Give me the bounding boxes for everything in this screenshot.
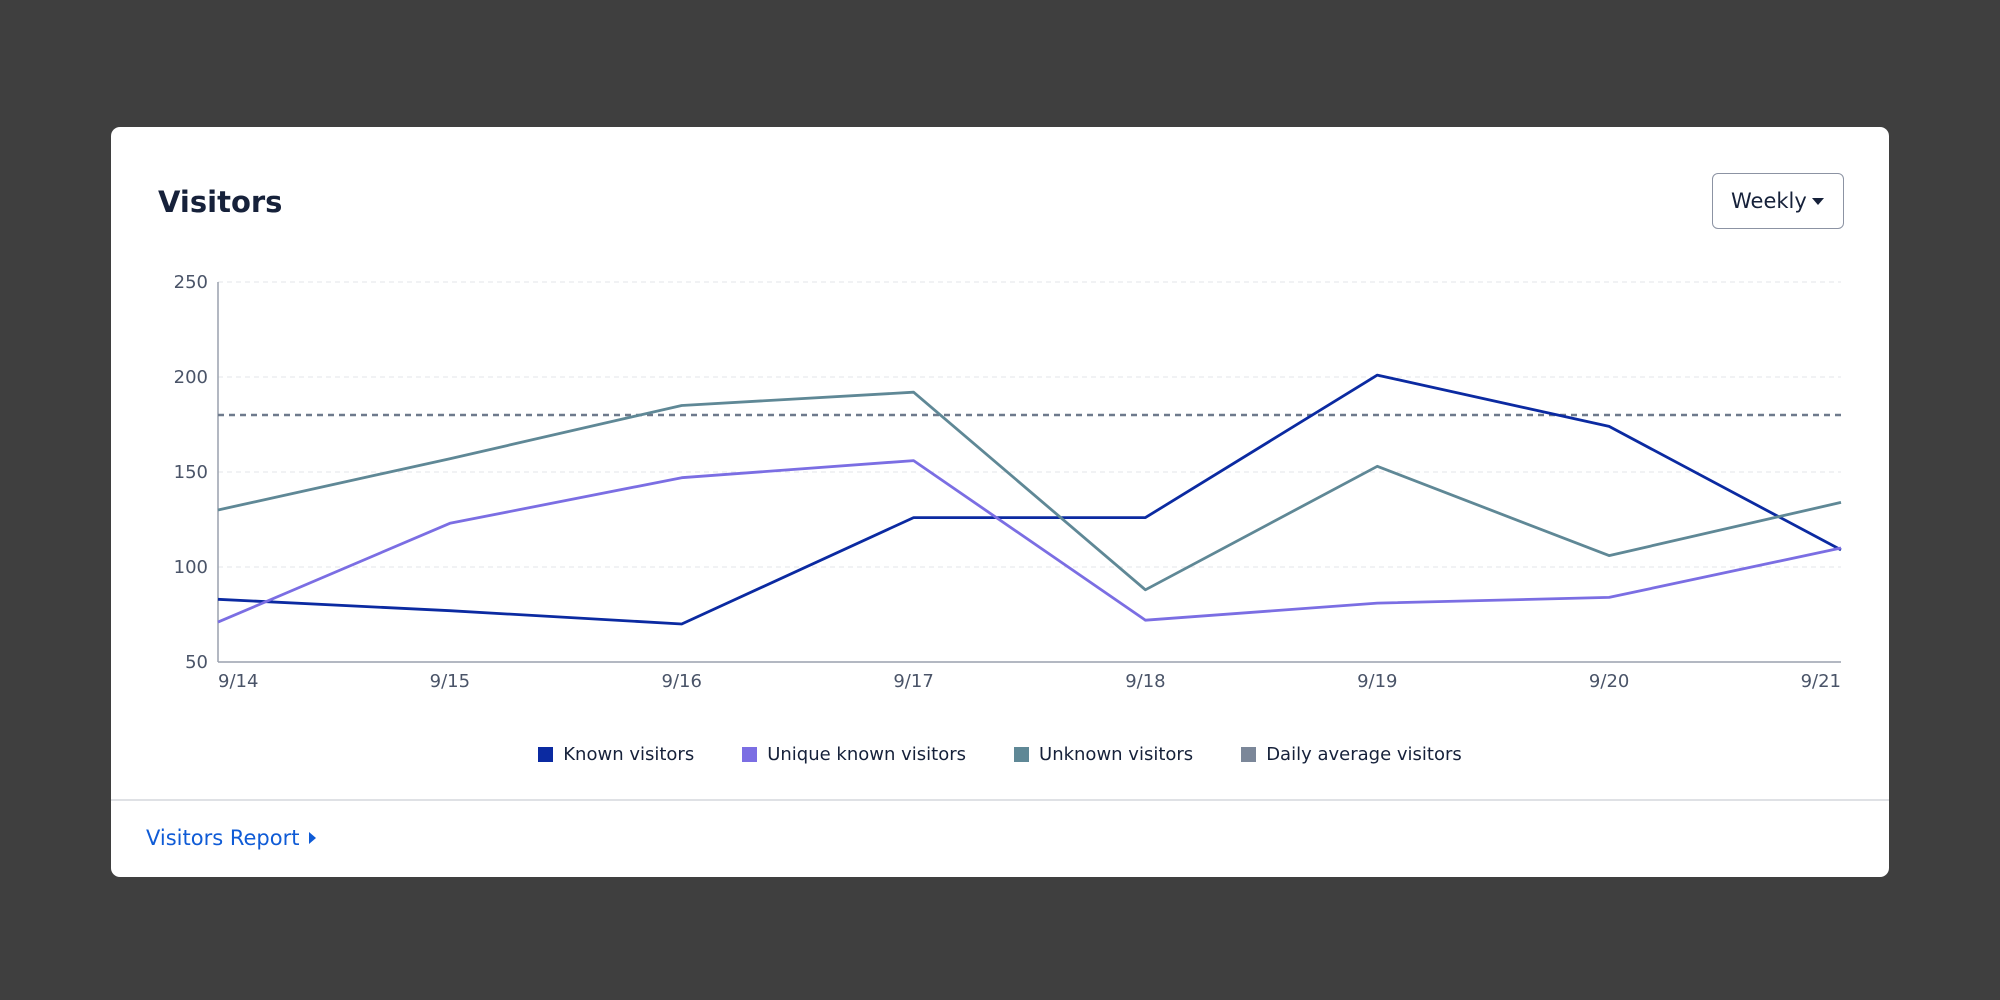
x-tick-label: 9/19 xyxy=(1357,671,1397,692)
legend-swatch-daily-average xyxy=(1241,746,1257,762)
x-tick-label: 9/14 xyxy=(218,671,258,692)
x-tick-label: 9/17 xyxy=(893,671,933,692)
series-line-unique-known xyxy=(217,459,1842,624)
visitors-line-chart: 50 100 150 200 250 9/14 9/15 9/16 9/17 9/18 9/19 9/… xyxy=(174,272,1842,692)
legend-label-daily-average: Daily average visitors xyxy=(1266,743,1462,765)
x-tick-label: 9/20 xyxy=(1589,671,1629,692)
x-tick-label: 9/15 xyxy=(430,671,470,692)
period-dropdown-value: Weekly xyxy=(1731,189,1807,213)
legend-swatch-unknown xyxy=(1014,746,1030,762)
footer-divider xyxy=(111,799,1889,801)
legend-swatch-unique-known xyxy=(742,746,758,762)
x-tick-label: 9/16 xyxy=(662,671,702,692)
card-title: Visitors xyxy=(158,185,283,219)
legend-item-daily-average: Daily average visitors xyxy=(1241,744,1462,765)
visitors-report-link[interactable]: Visitors Report xyxy=(146,826,317,850)
period-dropdown[interactable]: Weekly xyxy=(1712,173,1844,229)
visitors-card: Visitors Weekly 50 100 150 200 250 9/14 9/15 9/… xyxy=(111,127,1889,877)
caret-right-icon xyxy=(309,832,317,844)
visitors-report-label: Visitors Report xyxy=(146,826,300,850)
y-tick-label: 50 xyxy=(185,652,208,673)
legend-label-known: Known visitors xyxy=(563,743,695,765)
legend-label-unknown: Unknown visitors xyxy=(1039,743,1194,765)
x-tick-label: 9/18 xyxy=(1125,671,1165,692)
legend-item-unique-known: Unique known visitors xyxy=(742,744,966,765)
chart-legend: Known visitors Unique known visitors Unk… xyxy=(111,740,1889,768)
legend-item-known: Known visitors xyxy=(538,744,694,765)
y-tick-label: 250 xyxy=(174,272,208,293)
series-line-unknown xyxy=(217,390,1842,592)
x-tick-label: 9/21 xyxy=(1801,671,1841,692)
y-tick-label: 150 xyxy=(174,462,208,483)
series-line-known xyxy=(217,373,1842,626)
caret-down-icon xyxy=(1812,198,1824,205)
legend-label-unique-known: Unique known visitors xyxy=(767,743,967,765)
legend-item-unknown: Unknown visitors xyxy=(1014,744,1193,765)
y-tick-label: 100 xyxy=(174,557,208,578)
y-tick-label: 200 xyxy=(174,367,208,388)
legend-swatch-known xyxy=(538,746,554,762)
